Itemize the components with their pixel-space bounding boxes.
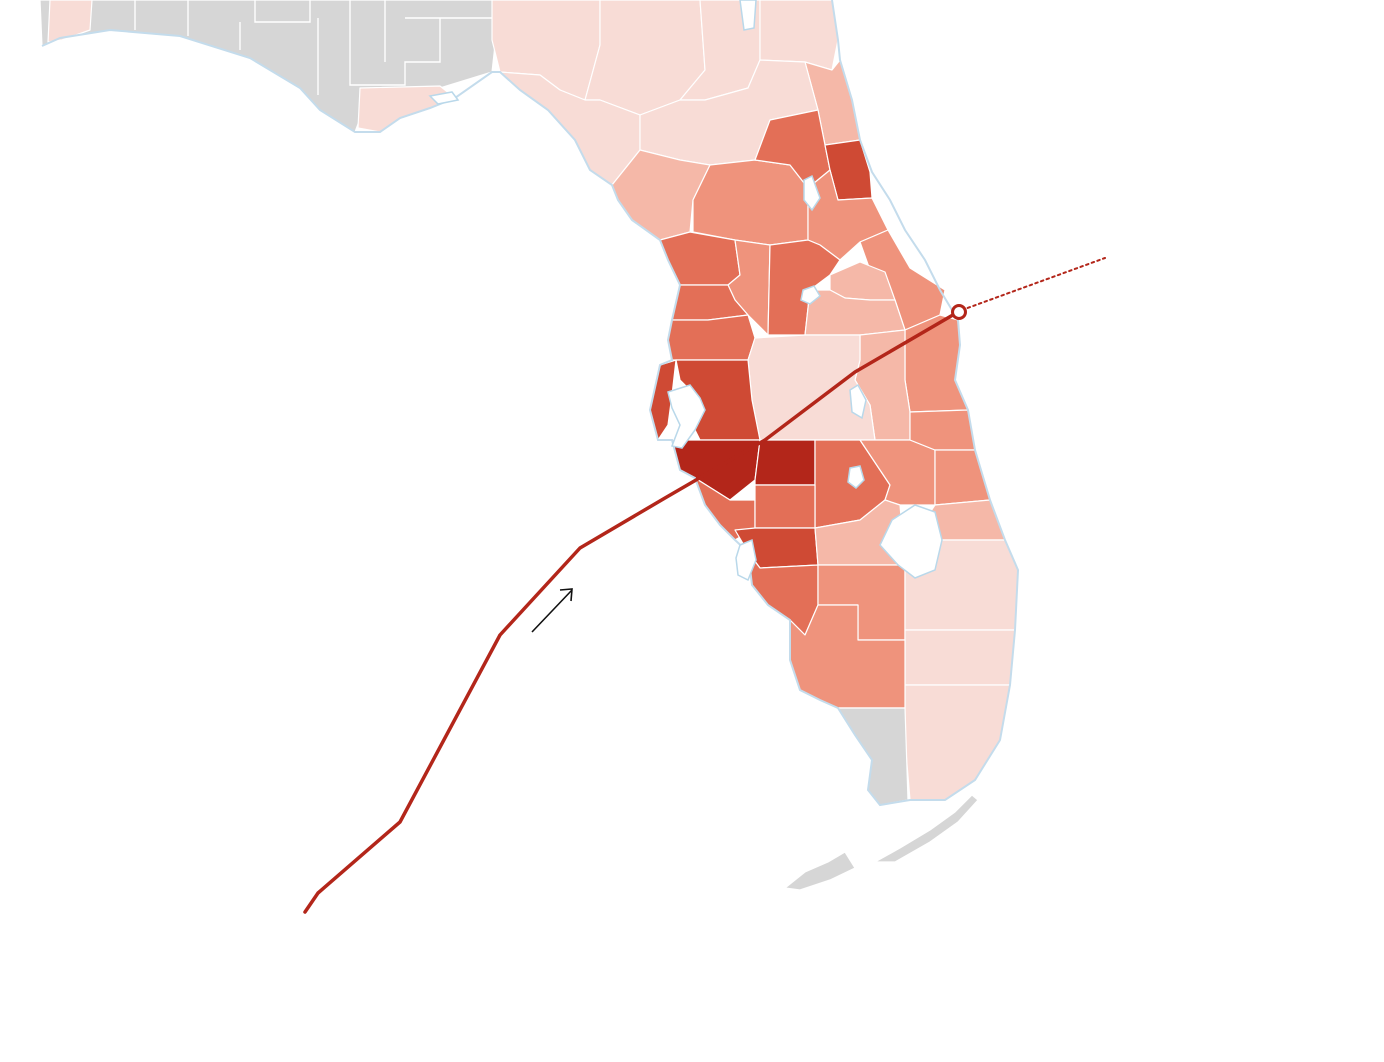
county-desoto [754,484,816,529]
county-panhandle-south [357,85,456,133]
county-border [134,0,500,95]
county-miami-dade [904,684,1011,801]
florida-keys-east [874,794,979,863]
storm-track-forecast [961,257,1106,311]
county-citrus [659,231,741,286]
lake-harris [800,285,821,305]
lakes [428,0,943,582]
charlotte-harbor [735,538,757,582]
storm-track [303,257,1106,914]
storm-track-observed [303,310,960,914]
county-pasco [667,314,756,361]
lake-istokpoga [847,465,865,489]
florida-keys [784,851,856,891]
lake-george [803,174,821,212]
lake-kissimmee [849,383,867,420]
county-alachua [692,159,809,246]
county-martin [934,449,991,506]
neighbor-states [39,0,501,133]
storm-current-position-marker [951,304,967,320]
county-broward [904,629,1016,686]
county-north-4 [759,0,839,71]
tampa-bay [667,384,706,449]
county-indian-river-stlucie [909,409,976,451]
neighbor-state-land [39,0,501,133]
lake-north-fl [739,0,757,31]
florida-counties [357,0,1019,891]
apalachee-bay [428,91,460,105]
county-monroe-mainland [837,707,909,806]
lake-okeechobee [879,504,943,579]
county-hardee [754,439,816,486]
arrow-northeast-icon [531,588,573,633]
